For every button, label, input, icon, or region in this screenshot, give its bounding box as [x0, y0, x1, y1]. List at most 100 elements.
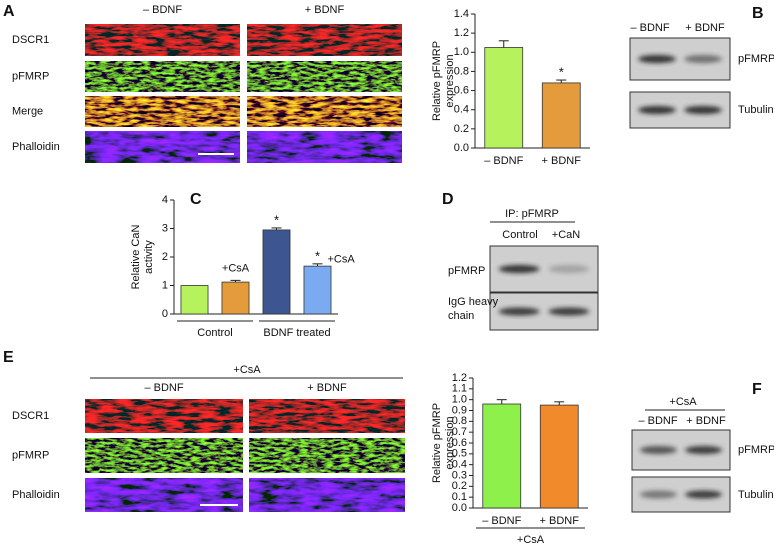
y-tick-label: 0.3	[452, 469, 467, 481]
column-label: – BDNF	[638, 415, 677, 427]
bar	[221, 281, 250, 315]
y-axis-label: Relative pFMRP	[431, 41, 443, 121]
y-tick-label: 0.2	[454, 123, 469, 135]
x-tick-label: + BDNF	[542, 155, 582, 167]
y-tick-label: 1.1	[452, 383, 467, 395]
row-label: pFMRP	[738, 53, 774, 65]
y-tick-label: 1	[162, 279, 168, 291]
y-tick-label: 0.7	[452, 426, 467, 438]
column-label: – BDNF	[630, 22, 669, 34]
y-axis-label: activity	[143, 240, 155, 274]
bar	[484, 47, 524, 149]
micrograph	[249, 478, 405, 512]
x-tick-label: + BDNF	[540, 515, 580, 527]
condition: +CsA	[233, 364, 261, 376]
band	[639, 490, 678, 499]
y-tick-label: 2	[162, 251, 168, 263]
row-label: pFMRP	[12, 70, 49, 82]
y-axis-label: Relative CaN	[130, 225, 142, 290]
row-label: pFMRP	[448, 265, 485, 277]
band	[498, 307, 540, 316]
significance: *	[559, 64, 564, 79]
band	[638, 55, 676, 63]
y-axis-label: expression	[444, 416, 456, 469]
column-label: +CaN	[552, 229, 580, 241]
row-label: DSCR1	[12, 34, 49, 46]
y-tick-label: 0.2	[452, 480, 467, 492]
bar-label: +CsA	[328, 254, 356, 266]
panel-label: D	[442, 191, 454, 208]
y-axis-label: expression	[444, 54, 456, 107]
y-tick-label: 1.4	[454, 8, 469, 20]
row-label: Tubulin	[738, 489, 774, 501]
column-label: – BDNF	[143, 4, 182, 16]
row-label: pFMRP	[12, 449, 49, 461]
bar	[482, 403, 522, 509]
column-label: + BDNF	[685, 22, 725, 34]
column-label: + BDNF	[686, 415, 726, 427]
x-tick-label: – BDNF	[484, 155, 523, 167]
micrograph	[247, 24, 402, 56]
row-label: Merge	[12, 105, 43, 117]
band	[684, 55, 722, 63]
y-tick-label: 0.4	[454, 104, 469, 116]
y-tick-label: 0.0	[454, 142, 469, 154]
micrograph	[85, 478, 243, 512]
y-tick-label: 0.9	[452, 404, 467, 416]
blot-title: IP: pFMRP	[505, 208, 559, 220]
micrograph	[247, 96, 402, 127]
y-tick-label: 0.6	[452, 437, 467, 449]
row-label: Phalloidin	[12, 141, 60, 153]
micrograph	[249, 438, 405, 473]
panel-label: B	[752, 5, 764, 22]
row-label: DSCR1	[12, 410, 49, 422]
micrograph	[85, 131, 240, 163]
band	[684, 106, 722, 114]
y-tick-label: 0.8	[454, 65, 469, 77]
y-tick-label: 0.6	[454, 84, 469, 96]
y-tick-label: 1.2	[452, 372, 467, 384]
micrograph	[85, 61, 240, 92]
panel-label: C	[190, 191, 202, 208]
micrograph	[85, 96, 240, 127]
bar	[262, 229, 291, 315]
row-label: pFMRP	[738, 444, 774, 456]
x-tick-label: – BDNF	[482, 515, 521, 527]
y-tick-label: 0.8	[452, 415, 467, 427]
group-label: Control	[197, 327, 232, 339]
y-tick-label: 1.0	[452, 394, 467, 406]
y-tick-label: 1.2	[454, 27, 469, 39]
band	[638, 106, 676, 114]
band	[684, 446, 723, 454]
bar	[180, 285, 209, 315]
y-tick-label: 3	[162, 222, 168, 234]
column-label: + BDNF	[305, 4, 345, 16]
y-tick-label: 0.1	[452, 491, 467, 503]
y-tick-label: 4	[162, 194, 168, 206]
group-label: BDNF treated	[263, 327, 330, 339]
y-tick-label: 0.0	[452, 502, 467, 514]
y-tick-label: 0.5	[452, 448, 467, 460]
row-label: Phalloidin	[12, 489, 60, 501]
significance: *	[315, 248, 320, 263]
band	[548, 307, 590, 316]
micrograph	[247, 131, 402, 163]
column-label: Control	[502, 229, 537, 241]
micrograph	[85, 438, 243, 473]
panel-label: A	[3, 3, 15, 20]
micrograph	[85, 399, 243, 433]
y-tick-label: 1.0	[454, 46, 469, 58]
y-tick-label: 0	[162, 308, 168, 320]
panel-label: F	[752, 381, 762, 398]
y-axis-label: Relative pFMRP	[431, 403, 443, 483]
y-tick-label: 0.4	[452, 459, 467, 471]
micrograph	[85, 24, 240, 56]
micrograph	[247, 61, 402, 92]
micrograph	[249, 399, 405, 433]
bar	[539, 404, 579, 509]
panel-label: E	[3, 349, 14, 366]
column-label: – BDNF	[144, 382, 183, 394]
bar-label: +CsA	[222, 262, 250, 274]
significance: *	[274, 212, 279, 227]
